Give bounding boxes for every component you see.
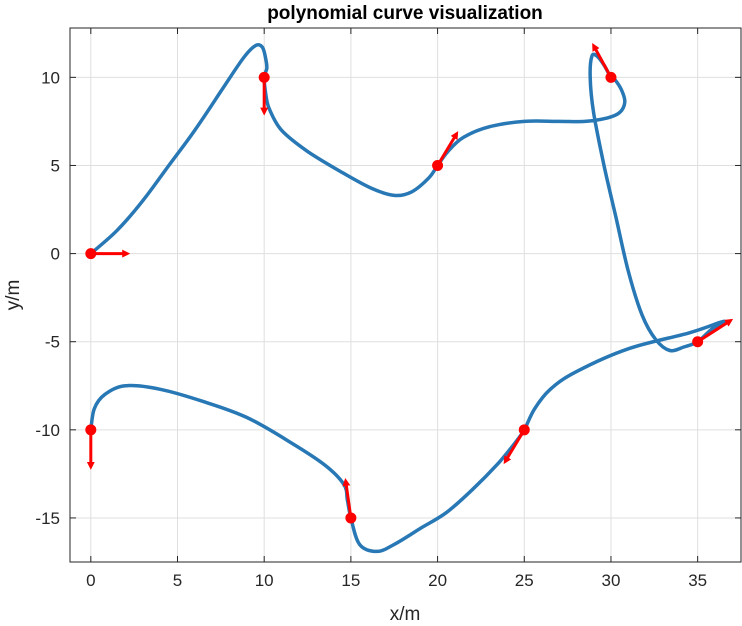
waypoint-marker <box>432 159 444 171</box>
direction-arrow <box>592 42 613 79</box>
y-tick-label: 10 <box>41 68 60 87</box>
direction-arrow <box>342 477 353 519</box>
direction-arrow <box>503 429 526 465</box>
waypoint-marker <box>518 424 530 436</box>
x-tick-label: 25 <box>515 571 534 590</box>
waypoint-marker <box>85 424 97 436</box>
chart-title: polynomial curve visualization <box>267 3 543 24</box>
waypoint-marker <box>605 71 617 83</box>
x-tick-label: 5 <box>173 571 182 590</box>
y-tick-label: 5 <box>51 156 60 175</box>
y-tick-label: -10 <box>35 421 60 440</box>
y-axis-label: y/m <box>3 280 24 311</box>
x-axis-label: x/m <box>390 604 421 625</box>
waypoint-marker <box>692 336 704 348</box>
plot-area: 0 5 10 15 20 25 30 35 10 5 0 -5 -10 -15 <box>35 27 742 590</box>
polynomial-curve-line <box>89 43 727 554</box>
waypoint-marker <box>345 512 357 524</box>
x-tick-label: 20 <box>428 571 447 590</box>
y-tick-label: 0 <box>51 245 60 264</box>
x-tick-label: 0 <box>86 571 95 590</box>
direction-arrow <box>696 318 734 343</box>
axes-box <box>69 27 742 563</box>
waypoint-marker <box>258 71 270 83</box>
waypoint-marker <box>85 248 97 260</box>
x-tick-label: 30 <box>602 571 621 590</box>
x-tick-label: 15 <box>341 571 360 590</box>
direction-arrow <box>436 131 459 167</box>
x-tick-label: 35 <box>688 571 707 590</box>
x-tick-label: 10 <box>255 571 274 590</box>
y-tick-label: -15 <box>35 509 60 528</box>
y-tick-label: -5 <box>45 333 60 352</box>
